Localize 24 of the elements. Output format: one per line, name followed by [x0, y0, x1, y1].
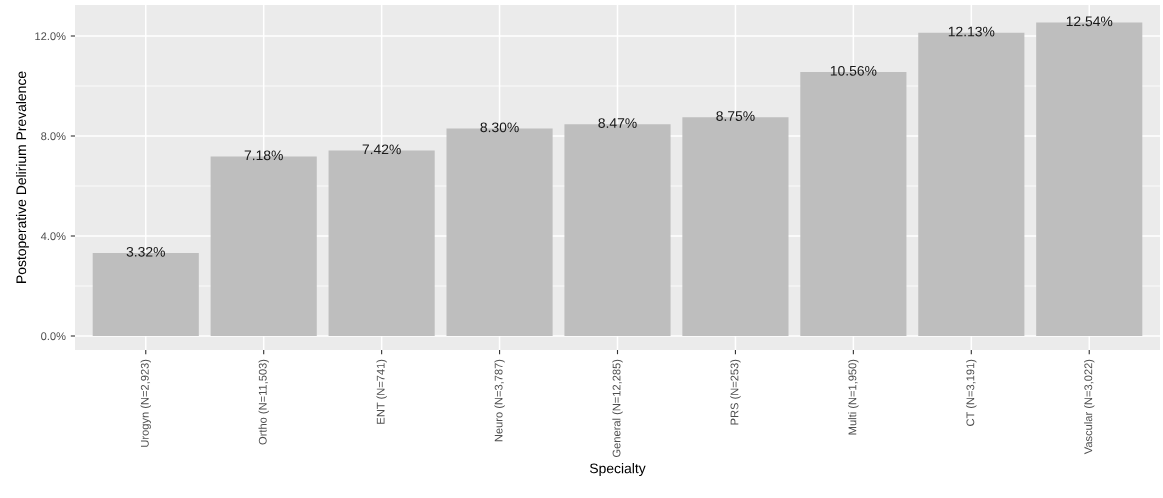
y-tick-label: 12.0%: [35, 32, 66, 41]
data-label: 12.13%: [948, 26, 995, 37]
y-tick-label: 8.0%: [41, 132, 66, 141]
x-tick-label: Ortho (N=11,503): [258, 359, 269, 445]
data-label: 8.30%: [480, 122, 519, 133]
data-label: 12.54%: [1066, 16, 1113, 27]
data-label: 8.47%: [598, 118, 637, 128]
x-tick-label: CT (N=3,191): [966, 359, 977, 426]
x-tick-label: Neuro (N=3,787): [494, 359, 505, 442]
data-label: 7.18%: [244, 150, 283, 161]
y-tick-label: 4.0%: [40, 232, 66, 241]
data-label: 8.75%: [716, 111, 755, 121]
x-tick-label: Vascular (N=3,022): [1084, 359, 1095, 455]
x-axis-title: Specialty: [589, 463, 646, 477]
data-label: 7.42%: [362, 144, 401, 155]
y-axis-title: Postoperative Delirium Prevalence: [15, 71, 29, 283]
x-tick-label: General (N=12,285): [612, 359, 623, 457]
data-label: 10.56%: [830, 65, 877, 76]
x-tick-label: Urogyn (N=2,923): [140, 359, 151, 447]
x-tick-label: Multi (N=1,950): [848, 359, 859, 435]
x-tick-label: ENT (N=741): [376, 359, 387, 424]
y-tick-label: 0.0%: [41, 332, 66, 341]
x-tick-label: PRS (N=253): [730, 359, 741, 425]
data-label: 3.32%: [126, 246, 165, 257]
